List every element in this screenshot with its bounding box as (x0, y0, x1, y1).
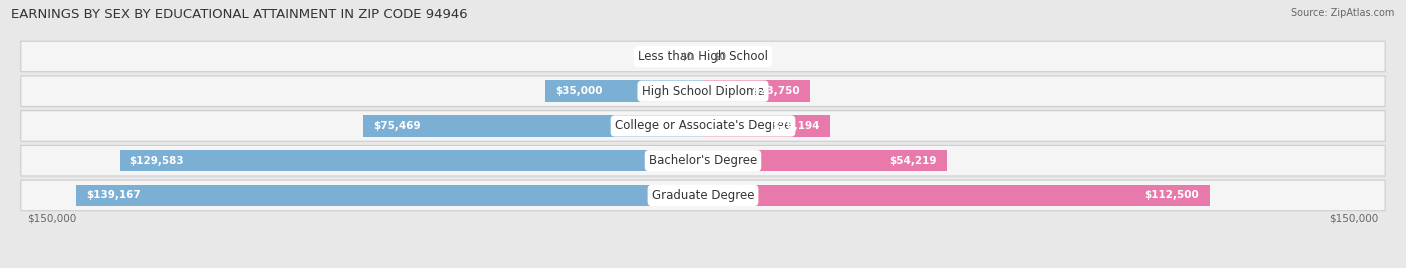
Bar (703, 115, 830, 137)
Text: College or Associate's Degree: College or Associate's Degree (614, 120, 792, 132)
Text: $0: $0 (679, 51, 693, 61)
Bar (703, 80, 810, 102)
Text: $112,500: $112,500 (1144, 191, 1199, 200)
Text: $150,000: $150,000 (28, 213, 77, 223)
Bar (703, 185, 1209, 206)
FancyBboxPatch shape (21, 41, 1385, 72)
Text: $23,750: $23,750 (752, 86, 800, 96)
Text: $75,469: $75,469 (374, 121, 420, 131)
Text: Source: ZipAtlas.com: Source: ZipAtlas.com (1291, 8, 1395, 18)
Bar (546, 80, 703, 102)
Text: Bachelor's Degree: Bachelor's Degree (650, 154, 756, 167)
FancyBboxPatch shape (21, 146, 1385, 176)
Text: $129,583: $129,583 (129, 156, 184, 166)
Text: $0: $0 (713, 51, 727, 61)
Text: $28,194: $28,194 (772, 121, 820, 131)
Text: $54,219: $54,219 (890, 156, 936, 166)
Text: $35,000: $35,000 (555, 86, 603, 96)
FancyBboxPatch shape (21, 76, 1385, 106)
FancyBboxPatch shape (21, 180, 1385, 211)
FancyBboxPatch shape (21, 111, 1385, 141)
Text: $150,000: $150,000 (1329, 213, 1378, 223)
Text: Less than High School: Less than High School (638, 50, 768, 63)
Bar (703, 150, 948, 172)
Text: EARNINGS BY SEX BY EDUCATIONAL ATTAINMENT IN ZIP CODE 94946: EARNINGS BY SEX BY EDUCATIONAL ATTAINMEN… (11, 8, 468, 21)
Bar (76, 185, 703, 206)
Bar (120, 150, 703, 172)
Text: High School Diploma: High School Diploma (641, 85, 765, 98)
Bar (363, 115, 703, 137)
Text: Graduate Degree: Graduate Degree (652, 189, 754, 202)
Text: $139,167: $139,167 (87, 191, 141, 200)
